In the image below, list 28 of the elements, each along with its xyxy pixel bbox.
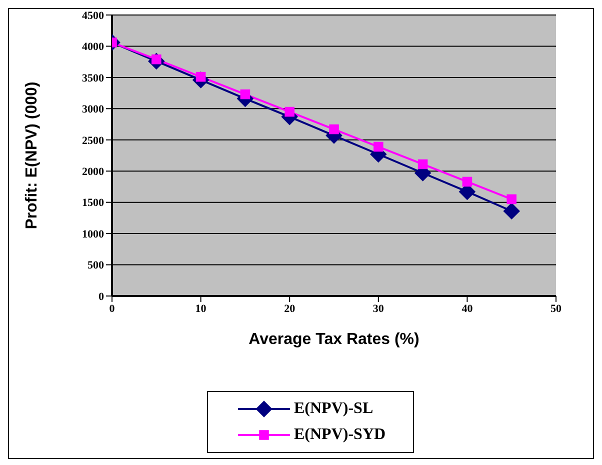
point: [462, 176, 472, 187]
legend-label: E(NPV)-SL: [294, 400, 374, 418]
y-tick-label: 2000: [82, 166, 104, 178]
y-tick-label: 4500: [82, 10, 104, 22]
x-tick-label: 0: [109, 302, 116, 315]
point: [240, 89, 250, 100]
x-axis-title: Average Tax Rates (%): [248, 331, 420, 348]
point: [418, 159, 428, 170]
y-tick-label: 4000: [82, 41, 104, 54]
point: [284, 106, 294, 117]
x-tick-label: 10: [195, 302, 207, 315]
point: [374, 142, 384, 152]
x-tick-label: 40: [462, 302, 474, 315]
y-tick-label: 500: [88, 260, 104, 272]
x-tick-label: 30: [372, 302, 384, 315]
y-tick-label: 1000: [82, 228, 104, 240]
y-axis-title: Profit: E(NPV) (000): [24, 82, 41, 230]
point: [503, 202, 520, 220]
legend-label: E(NPV)-SYD: [294, 426, 386, 444]
y-tick-label: 1500: [82, 197, 104, 210]
y-tick-label: 3500: [82, 72, 104, 84]
x-tick-label: 50: [550, 302, 562, 315]
y-tick-label: 2500: [82, 134, 104, 147]
y-tick-label: 3000: [82, 104, 104, 116]
point: [506, 194, 516, 204]
y-tick-label: 0: [98, 290, 104, 303]
x-tick-label: 20: [284, 302, 296, 315]
point: [329, 124, 339, 134]
